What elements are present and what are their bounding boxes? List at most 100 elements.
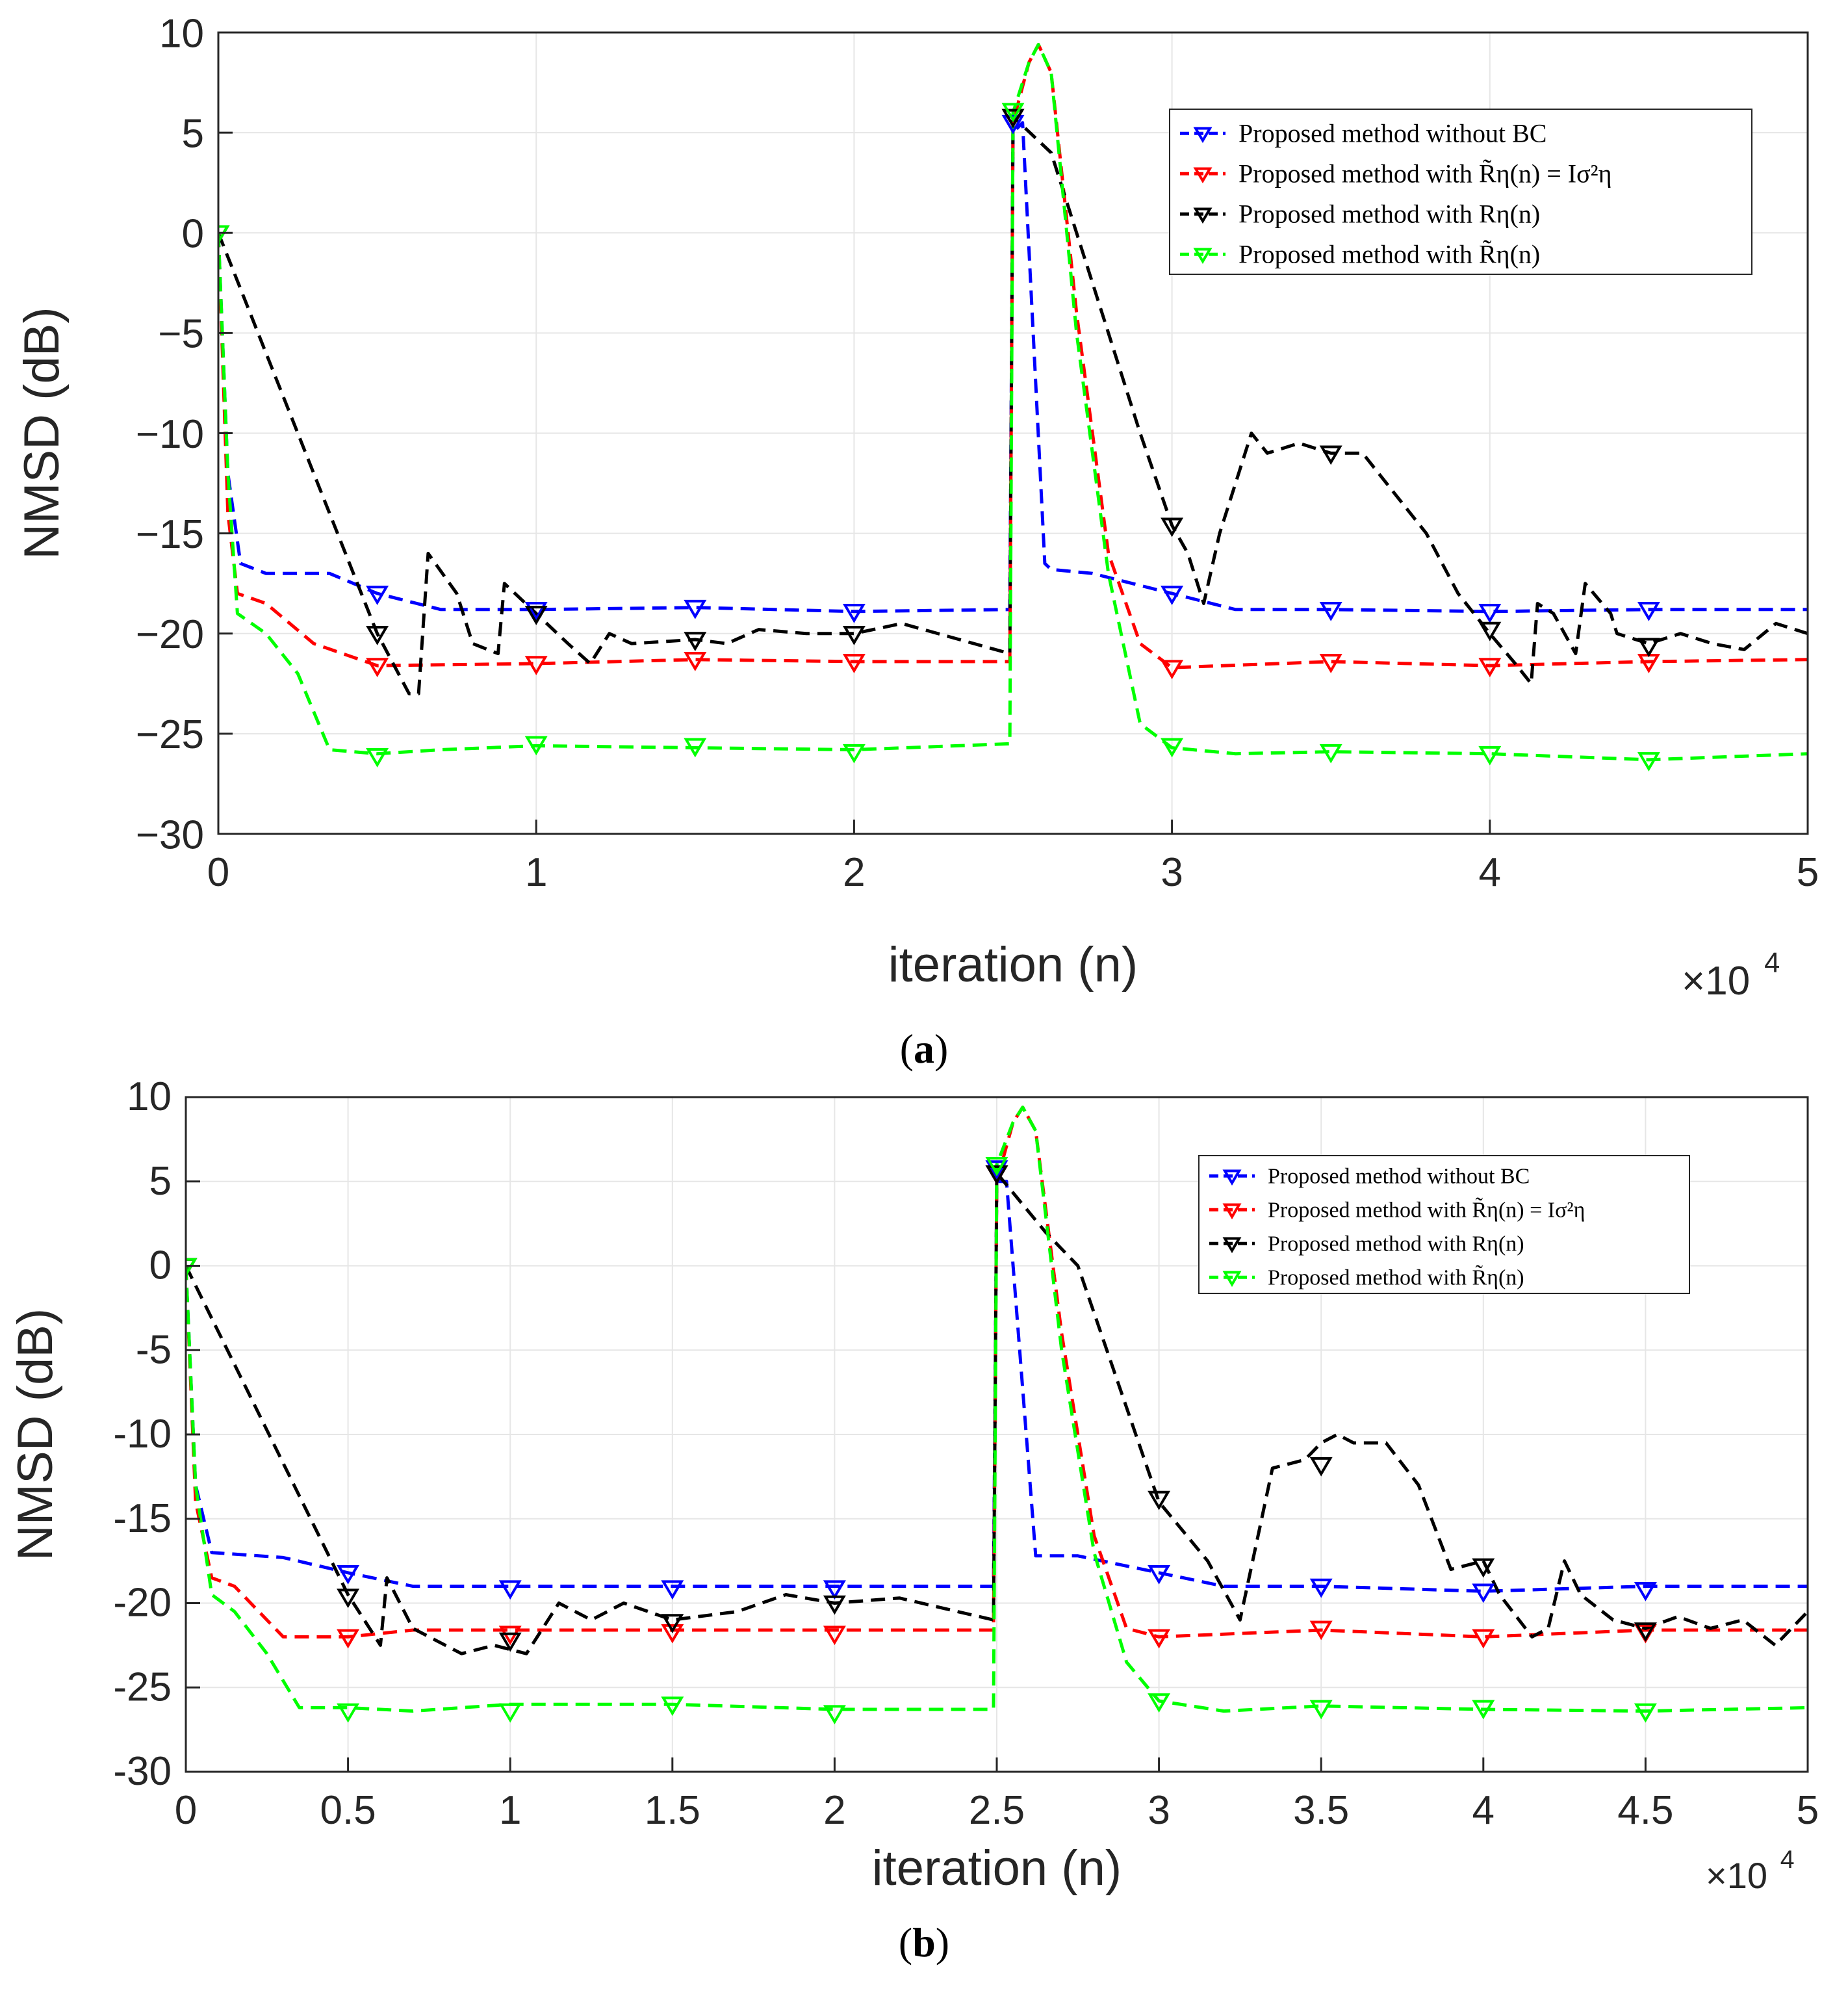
- legend-marker-2: [1222, 1237, 1242, 1254]
- series-marker-2: [1148, 1490, 1171, 1510]
- series-marker-2: [366, 625, 389, 645]
- series-marker-1: [661, 1624, 684, 1644]
- series-marker-2: [842, 625, 866, 645]
- y-axis-label: NMSD (dB): [14, 307, 70, 559]
- series-marker-0: [1309, 1578, 1333, 1598]
- legend-label-2: Proposed method with Rη(n): [1238, 199, 1540, 228]
- y-tick-label: −15: [136, 512, 204, 557]
- series-marker-0: [1161, 586, 1184, 606]
- series-marker-3: [366, 747, 389, 768]
- legend-label-3: Proposed method with R̃η(n): [1268, 1265, 1524, 1290]
- y-tick-label: −30: [136, 812, 204, 857]
- series-marker-3: [1148, 1693, 1171, 1713]
- series-marker-1: [524, 656, 548, 675]
- x-tick-label: 1: [525, 850, 547, 895]
- legend-marker-2: [1193, 207, 1213, 224]
- panel-caption: (a): [900, 1026, 949, 1072]
- series-marker-3: [1319, 744, 1342, 764]
- series-marker-2: [498, 1632, 522, 1652]
- x-tick-label: 3.5: [1293, 1788, 1349, 1833]
- series-marker-2: [524, 606, 548, 625]
- x-tick-label: 1.5: [645, 1788, 700, 1833]
- series-marker-1: [1161, 660, 1184, 680]
- legend-box: [1198, 1155, 1690, 1294]
- series-group: [218, 43, 1808, 771]
- series-line-1: [186, 1106, 1808, 1639]
- x-tick-label: 0.5: [320, 1788, 376, 1833]
- series-marker-2: [1309, 1457, 1333, 1477]
- y-tick-label: 10: [127, 1074, 172, 1119]
- series-marker-0: [366, 586, 389, 606]
- x-axis-label: iteration (n): [888, 937, 1138, 992]
- chart-a: 0 1 2 3 4 5 10 5 0 −5 −10 −15 −20 −25 −30 iteration (n)…: [14, 11, 1819, 1072]
- series-marker-1: [1319, 654, 1342, 673]
- x-tick-label: 0: [175, 1788, 197, 1833]
- series-marker-3: [218, 225, 230, 245]
- x-axis-multiplier: ×10: [1682, 959, 1750, 1004]
- x-tick-label: 2: [843, 850, 865, 895]
- series-marker-2: [1472, 1558, 1495, 1578]
- legend-label-1: Proposed method with R̃η(n) = Iσ²η: [1238, 159, 1612, 188]
- chart-b: 0 0.5 1 1.5 2 2.5 3 3.5 4 4.5 5 10 5 0 -5 -10 -15 -20 -25 -…: [8, 1074, 1819, 1965]
- series-marker-0: [337, 1564, 360, 1585]
- x-tick-label: 3: [1161, 850, 1183, 895]
- y-tick-label: -25: [113, 1665, 172, 1709]
- series-marker-3: [498, 1703, 522, 1723]
- x-axis-multiplier-exponent: 4: [1764, 948, 1780, 979]
- x-axis-multiplier-exponent: 4: [1780, 1846, 1795, 1874]
- x-tick-label: 4: [1479, 850, 1501, 895]
- series-marker-0: [985, 1160, 1008, 1180]
- series-marker-0: [1637, 601, 1660, 621]
- y-tick-label: −20: [136, 612, 204, 657]
- series-marker-1: [337, 1629, 360, 1649]
- y-tick-label: 0: [182, 212, 204, 257]
- x-tick-label: 0: [207, 850, 229, 895]
- series-marker-2: [985, 1165, 1008, 1185]
- y-tick-label: −10: [136, 412, 204, 457]
- series-marker-3: [337, 1703, 360, 1723]
- series-marker-2: [1634, 1622, 1657, 1642]
- series-marker-0: [1634, 1581, 1657, 1601]
- legend-marker-1: [1193, 167, 1213, 184]
- series-marker-1: [684, 652, 707, 671]
- y-tick-label: -20: [113, 1581, 172, 1626]
- series-marker-1: [842, 654, 866, 673]
- series-marker-1: [366, 658, 389, 678]
- x-tick-label: 5: [1797, 850, 1819, 895]
- y-tick-label: −5: [158, 312, 204, 357]
- series-marker-3: [1472, 1700, 1495, 1720]
- x-tick-label: 4.5: [1617, 1788, 1673, 1833]
- x-tick-label: 2: [823, 1788, 845, 1833]
- series-marker-1: [1309, 1620, 1333, 1640]
- series-marker-2: [823, 1595, 846, 1615]
- series-marker-3: [684, 738, 707, 758]
- series-marker-0: [1478, 604, 1502, 623]
- legend-marker-3: [1193, 248, 1213, 265]
- series-marker-2: [337, 1588, 360, 1609]
- series-marker-3: [1478, 745, 1502, 766]
- series-marker-3: [1309, 1700, 1333, 1720]
- series-group: [186, 1106, 1808, 1725]
- y-tick-label: -15: [113, 1496, 172, 1541]
- series-marker-0: [1319, 601, 1342, 621]
- y-tick-label: -5: [136, 1327, 172, 1372]
- series-marker-0: [1148, 1564, 1171, 1585]
- legend-marker-3: [1222, 1271, 1242, 1288]
- legend-marker-0: [1222, 1169, 1242, 1186]
- series-marker-0: [823, 1580, 846, 1600]
- series-marker-3: [1001, 103, 1025, 123]
- series-marker-3: [1634, 1703, 1657, 1723]
- series-marker-1: [1478, 658, 1502, 678]
- x-tick-label: 3: [1148, 1788, 1170, 1833]
- x-tick-label: 4: [1472, 1788, 1495, 1833]
- series-line-2: [186, 1171, 1808, 1655]
- y-tick-label: −25: [136, 712, 204, 757]
- legend-marker-1: [1222, 1203, 1242, 1220]
- series-marker-0: [1001, 114, 1025, 135]
- series-marker-2: [661, 1614, 684, 1633]
- legend-label-1: Proposed method with R̃η(n) = Iσ²η: [1268, 1197, 1585, 1223]
- series-line-3: [218, 43, 1808, 762]
- y-tick-label: 0: [149, 1243, 172, 1288]
- series-marker-2: [1319, 445, 1342, 465]
